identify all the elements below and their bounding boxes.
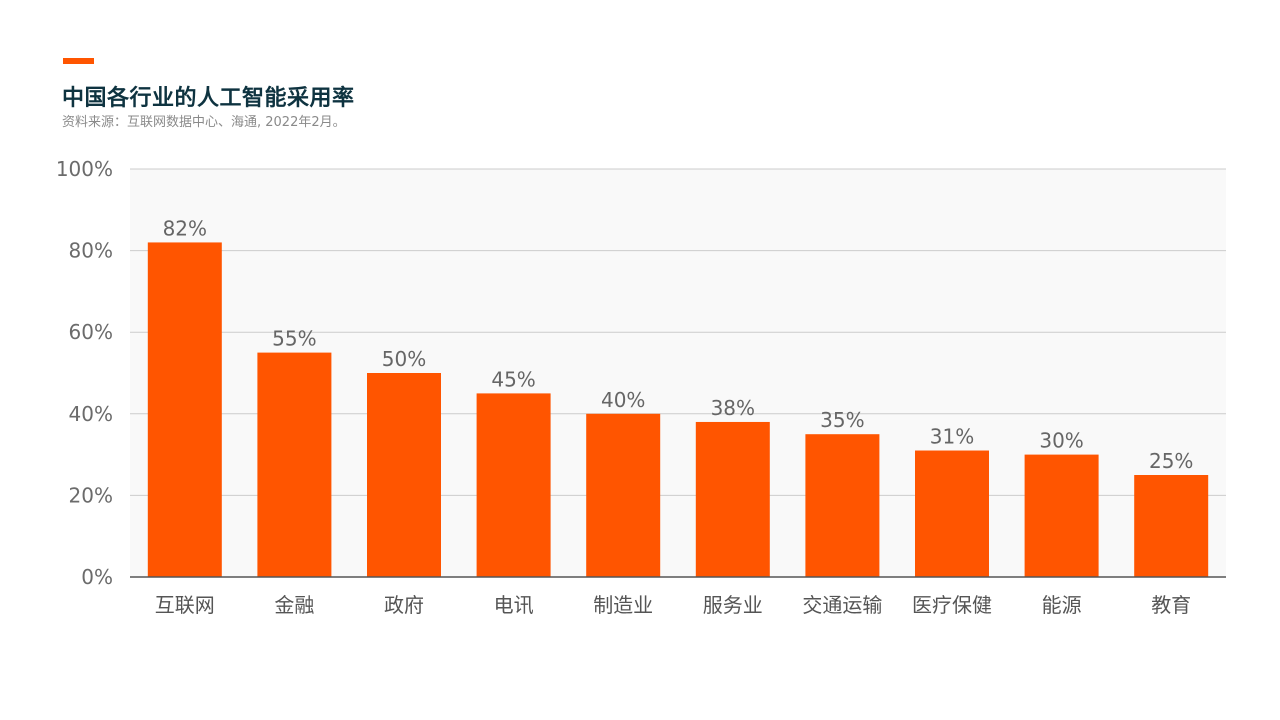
y-tick-label: 0% — [81, 565, 113, 589]
bar — [695, 421, 770, 577]
bar — [257, 352, 332, 577]
category-label: 互联网 — [155, 593, 215, 617]
category-label: 医疗保健 — [912, 593, 992, 617]
category-label: 交通运输 — [802, 593, 882, 617]
y-tick-label: 80% — [69, 239, 113, 263]
category-label: 教育 — [1151, 593, 1191, 617]
category-label: 能源 — [1042, 593, 1082, 617]
y-tick-label: 20% — [69, 483, 113, 507]
bar — [1134, 475, 1209, 577]
data-label: 50% — [382, 347, 426, 371]
data-label: 38% — [711, 396, 755, 420]
bar — [476, 393, 551, 577]
bar — [586, 413, 661, 577]
x-axis: 互联网 金融 政府 电讯 制造业 服务业 交通运输 医疗保健 能源 教育 — [155, 593, 1191, 617]
data-label: 82% — [163, 216, 207, 240]
title-accent-bar — [63, 58, 94, 64]
bars — [147, 242, 1209, 577]
bar — [1024, 454, 1099, 577]
data-label: 55% — [272, 327, 316, 351]
data-label: 25% — [1149, 449, 1193, 473]
data-label: 35% — [820, 408, 864, 432]
data-label: 40% — [601, 388, 645, 412]
data-labels: 82% 55% 50% 45% 40% 38% 35% 31% 30% 25% — [163, 216, 1194, 473]
y-tick-label: 40% — [69, 402, 113, 426]
data-label: 45% — [491, 367, 535, 391]
bar — [367, 373, 441, 577]
data-label: 30% — [1039, 429, 1083, 453]
category-label: 政府 — [384, 593, 424, 617]
chart-title: 中国各行业的人工智能采用率 — [62, 86, 355, 111]
y-axis: 0% 20% 40% 60% 80% 100% — [56, 157, 113, 589]
category-label: 金融 — [274, 593, 314, 617]
y-tick-label: 100% — [56, 157, 113, 181]
category-label: 制造业 — [593, 593, 653, 617]
category-label: 服务业 — [703, 593, 763, 617]
bar — [915, 450, 989, 577]
chart-source: 资料来源：互联网数据中心、海通, 2022年2月。 — [62, 115, 346, 130]
data-label: 31% — [930, 425, 974, 449]
y-tick-label: 60% — [69, 320, 113, 344]
bar — [805, 434, 880, 577]
category-label: 电讯 — [494, 593, 534, 617]
bar — [147, 242, 222, 577]
